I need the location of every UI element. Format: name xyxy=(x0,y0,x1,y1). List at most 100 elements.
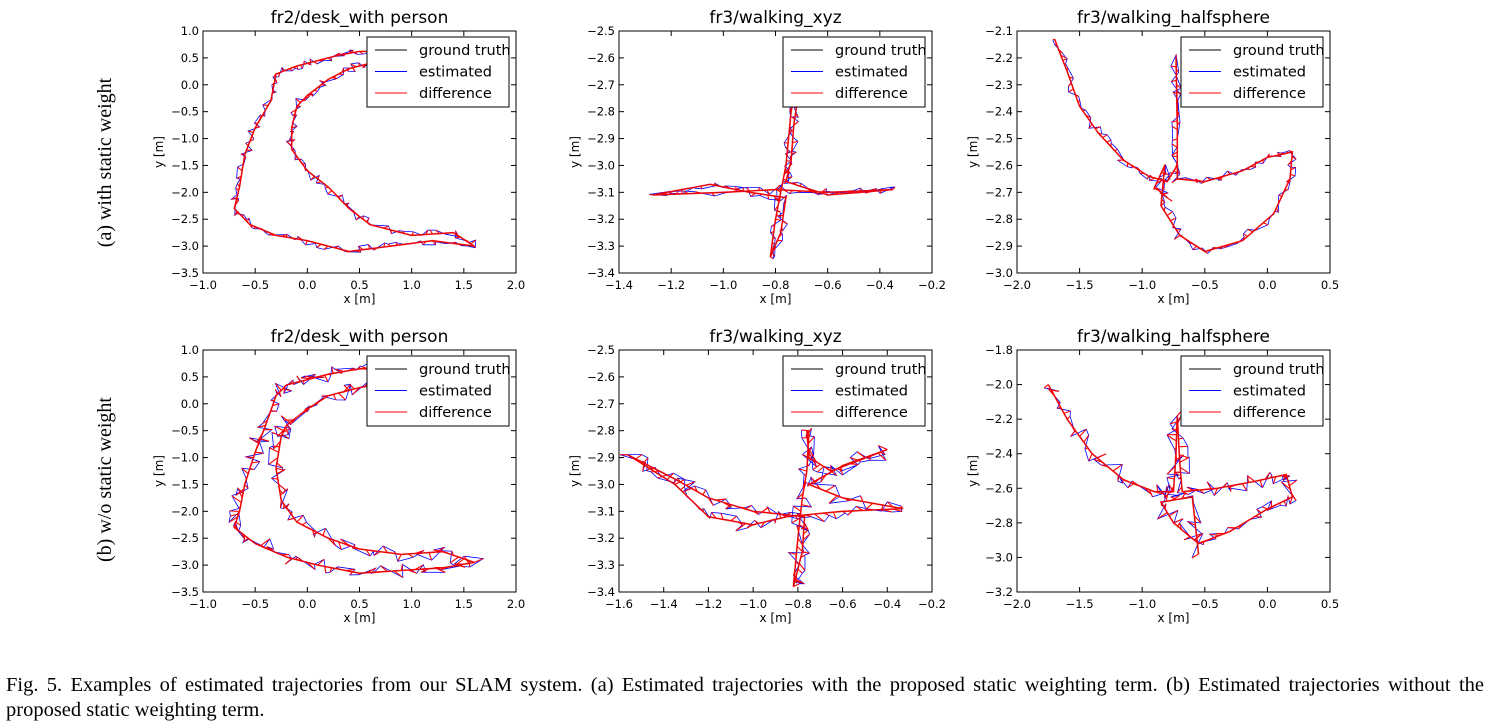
difference-band xyxy=(1053,38,1294,253)
row-label-a: (a) with static weight xyxy=(94,77,117,248)
chart-title: fr3/walking_xyz xyxy=(709,327,841,347)
chart-title: fr3/walking_halfsphere xyxy=(1077,8,1270,28)
x-axis-label: x [m] xyxy=(344,611,376,625)
legend: ground truth estimated difference xyxy=(1180,355,1325,427)
y-tick-label: −3.5 xyxy=(171,266,199,280)
y-tick-label: −2.5 xyxy=(587,24,615,38)
y-tick-label: 0.5 xyxy=(181,370,199,384)
legend-label: ground truth xyxy=(835,362,927,378)
y-tick-label: −1.0 xyxy=(171,451,199,465)
plot-frame xyxy=(618,349,933,593)
y-tick-label: −2.1 xyxy=(985,24,1013,38)
x-tick-label: −1.0 xyxy=(709,278,737,292)
legend: ground truth estimated difference xyxy=(366,355,511,427)
legend-label: difference xyxy=(1233,405,1306,421)
y-tick-label: −3.0 xyxy=(171,239,199,253)
x-tick-label: 1.5 xyxy=(455,278,473,292)
y-tick-label: −3.5 xyxy=(171,585,199,599)
y-tick-label: −3.2 xyxy=(985,585,1013,599)
y-axis-label: y [m] xyxy=(966,136,980,168)
y-tick-label: −3.0 xyxy=(587,477,615,491)
x-tick-label: 1.0 xyxy=(403,597,421,611)
legend-label: estimated xyxy=(1233,65,1306,81)
y-tick-label: −1.5 xyxy=(171,158,199,172)
y-axis-label: y [m] xyxy=(568,136,582,168)
x-tick-label: 0.0 xyxy=(298,278,316,292)
x-tick-label: 0.0 xyxy=(298,597,316,611)
y-tick-label: 0.0 xyxy=(181,78,199,92)
y-tick-label: −2.6 xyxy=(587,370,615,384)
legend-label: estimated xyxy=(1233,384,1306,400)
y-tick-label: −3.4 xyxy=(587,266,615,280)
chart-1: fr2/desk_with person −1.0 −0.5 0.0 0.5 1.0 1.5… xyxy=(152,8,525,306)
plot-frame xyxy=(1016,30,1331,274)
difference-band xyxy=(1047,384,1294,555)
x-tick-label: −1.6 xyxy=(605,597,633,611)
figure: (a) with static weight (b) w/o static we… xyxy=(94,8,1339,625)
legend-label: difference xyxy=(835,405,908,421)
y-tick-label: −2.5 xyxy=(171,212,199,226)
legend-label: difference xyxy=(419,86,492,102)
legend: ground truth estimated difference xyxy=(1180,36,1325,108)
y-tick-label: −2.5 xyxy=(171,531,199,545)
y-tick-label: −2.4 xyxy=(985,105,1013,119)
chart-title: fr2/desk_with person xyxy=(271,327,449,347)
y-tick-label: −3.1 xyxy=(587,185,615,199)
x-tick-label: −0.8 xyxy=(784,597,812,611)
y-tick-label: −3.0 xyxy=(171,558,199,572)
charts-canvas: fr2/desk_with person −1.0 −0.5 0.0 0.5 1.0 1.5… xyxy=(152,8,1339,625)
chart-2: fr3/walking_xyz −1.4 −1.2 −1.0 −0.8 −0.6 −0.4 −… xyxy=(568,8,946,306)
y-tick-label: −2.9 xyxy=(985,239,1013,253)
y-tick-label: −1.5 xyxy=(171,477,199,491)
x-tick-label: 1.5 xyxy=(455,597,473,611)
x-tick-label: −1.0 xyxy=(1128,278,1156,292)
difference-band xyxy=(627,430,904,587)
x-tick-label: 1.0 xyxy=(403,278,421,292)
trajectory-group xyxy=(1052,38,1297,254)
legend: ground truth estimated difference xyxy=(782,355,927,427)
x-tick-label: 2.0 xyxy=(507,597,525,611)
x-tick-label: −2.0 xyxy=(1003,278,1031,292)
y-axis-label: y [m] xyxy=(568,455,582,487)
y-tick-label: −2.2 xyxy=(985,51,1013,65)
legend-label: difference xyxy=(419,405,492,421)
legend-label: difference xyxy=(1233,86,1306,102)
y-axis-label: y [m] xyxy=(966,455,980,487)
y-tick-label: 0.5 xyxy=(181,51,199,65)
chart-title: fr3/walking_xyz xyxy=(709,8,841,28)
x-tick-label: −0.4 xyxy=(866,278,894,292)
y-tick-label: −3.2 xyxy=(587,212,615,226)
x-axis-label: x [m] xyxy=(1158,292,1190,306)
chart-3: fr3/walking_halfsphere −2.0 −1.5 −1.0 −0.5 0.… xyxy=(966,8,1339,306)
y-tick-label: −2.0 xyxy=(985,378,1013,392)
x-tick-label: −1.5 xyxy=(1066,278,1094,292)
difference-band xyxy=(233,50,475,253)
x-tick-label: −1.0 xyxy=(1128,597,1156,611)
x-tick-label: 0.0 xyxy=(1258,597,1276,611)
y-tick-label: −3.1 xyxy=(587,504,615,518)
x-tick-label: −0.4 xyxy=(873,597,901,611)
y-tick-label: −2.8 xyxy=(985,516,1013,530)
plot-frame xyxy=(1016,349,1331,593)
y-tick-label: 1.0 xyxy=(181,343,199,357)
y-tick-label: −2.3 xyxy=(985,78,1013,92)
legend-label: ground truth xyxy=(835,43,927,59)
y-tick-label: −2.5 xyxy=(587,343,615,357)
chart-title: fr2/desk_with person xyxy=(271,8,449,28)
chart-title: fr3/walking_halfsphere xyxy=(1077,327,1270,347)
y-tick-label: −2.6 xyxy=(985,481,1013,495)
y-tick-label: −3.3 xyxy=(587,558,615,572)
x-axis-label: x [m] xyxy=(1158,611,1190,625)
difference-band xyxy=(652,57,893,258)
legend-label: estimated xyxy=(835,65,908,81)
y-tick-label: −2.7 xyxy=(587,78,615,92)
x-tick-label: 0.5 xyxy=(350,278,368,292)
y-tick-label: −2.9 xyxy=(587,451,615,465)
x-tick-label: −0.6 xyxy=(814,278,842,292)
y-tick-label: −2.7 xyxy=(985,185,1013,199)
x-tick-label: −1.0 xyxy=(739,597,767,611)
legend-label: ground truth xyxy=(419,362,511,378)
y-tick-label: −2.0 xyxy=(171,185,199,199)
y-tick-label: −3.0 xyxy=(985,266,1013,280)
x-tick-label: −0.5 xyxy=(1191,597,1219,611)
